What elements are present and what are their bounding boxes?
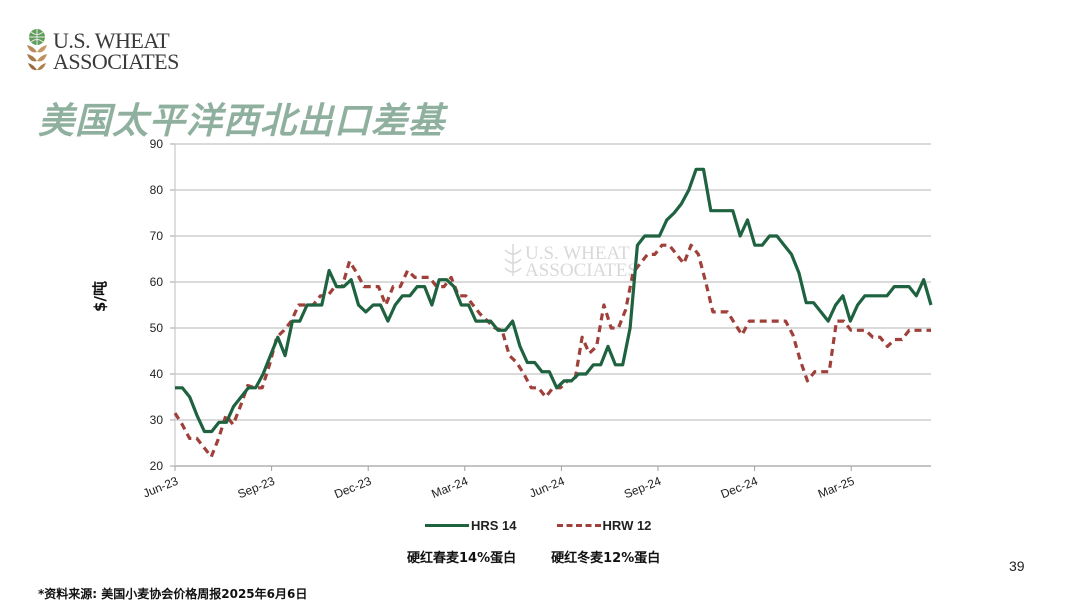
- wheat-globe-icon: [27, 29, 47, 71]
- us-wheat-logo: U.S. WHEAT ASSOCIATES: [24, 28, 179, 74]
- svg-text:ASSOCIATES: ASSOCIATES: [525, 260, 638, 281]
- page-title: 美国太平洋西北出口差基: [38, 101, 446, 142]
- dashed-line-swatch-icon: [556, 524, 601, 527]
- x-tick-label: Mar-25: [816, 474, 857, 501]
- x-tick-label: Sep-24: [622, 474, 663, 502]
- series-line-hrw12: [173, 243, 931, 459]
- solid-line-swatch-icon: [425, 524, 469, 527]
- y-tick-label: 80: [150, 183, 164, 197]
- y-tick-label: 90: [150, 137, 164, 151]
- logo-wordmark: U.S. WHEAT ASSOCIATES: [53, 28, 179, 74]
- y-tick-label: 50: [150, 321, 164, 335]
- page-number: 39: [1009, 558, 1025, 574]
- x-tick-label: Dec-23: [332, 474, 373, 502]
- legend-descriptions: 硬红春麦14%蛋白 硬红冬麦12%蛋白: [407, 547, 660, 566]
- logo-line-2: ASSOCIATES: [53, 49, 179, 74]
- logo-line-1: U.S. WHEAT: [53, 28, 170, 53]
- series-line-hrs14: [175, 167, 933, 434]
- x-tick-label: Jun-23: [141, 474, 181, 501]
- legend-desc-hrw12: 硬红冬麦12%蛋白: [551, 551, 661, 566]
- legend-label: HRS 14: [471, 518, 517, 533]
- y-tick-label: 40: [150, 367, 164, 381]
- source-footnote: *资料来源: 美国小麦协会价格周报2025年6月6日: [38, 587, 308, 601]
- svg-text:U.S. WHEAT: U.S. WHEAT: [525, 243, 630, 264]
- x-tick-label: Mar-24: [429, 474, 470, 501]
- x-tick-label: Dec-24: [719, 474, 760, 502]
- y-tick-label: 70: [150, 229, 164, 243]
- legend-item-hrw12: HRW 12: [556, 518, 652, 533]
- chart-legend: HRS 14 HRW 12: [425, 518, 651, 533]
- y-tick-label: 20: [150, 459, 164, 473]
- legend-item-hrs14: HRS 14: [425, 518, 517, 533]
- x-tick-label: Jun-24: [527, 474, 567, 501]
- y-tick-label: 60: [150, 275, 164, 289]
- x-tick-label: Sep-23: [236, 474, 277, 502]
- legend-label: HRW 12: [602, 518, 652, 533]
- y-axis-label: $/吨: [90, 281, 109, 312]
- legend-desc-hrs14: 硬红春麦14%蛋白: [407, 551, 517, 566]
- y-tick-label: 30: [150, 413, 164, 427]
